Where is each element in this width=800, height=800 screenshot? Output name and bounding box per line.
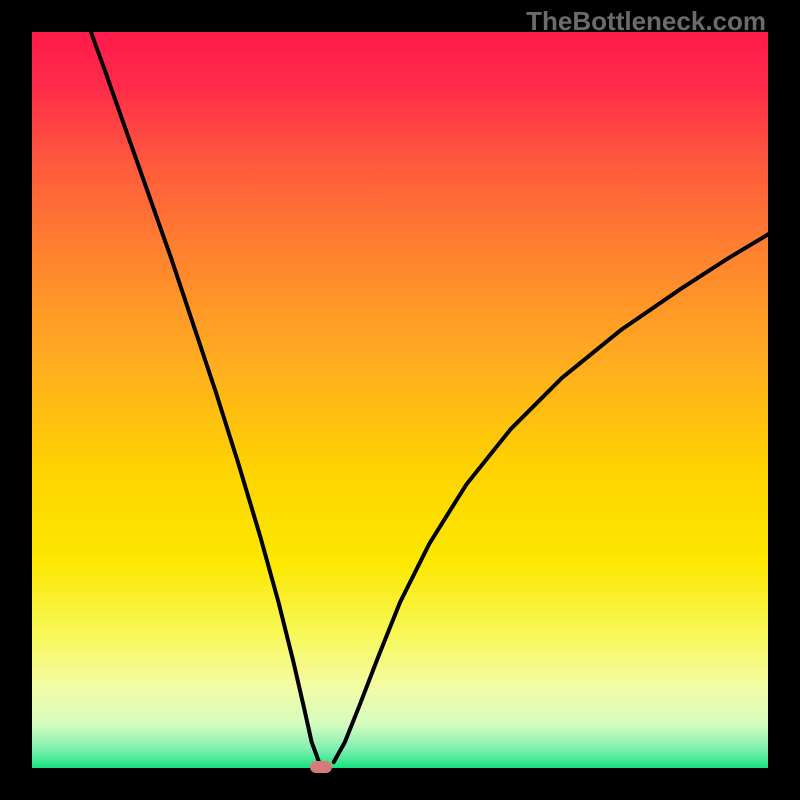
bottleneck-curve (0, 0, 800, 800)
optimum-marker (310, 761, 332, 773)
chart-container: TheBottleneck.com (0, 0, 800, 800)
